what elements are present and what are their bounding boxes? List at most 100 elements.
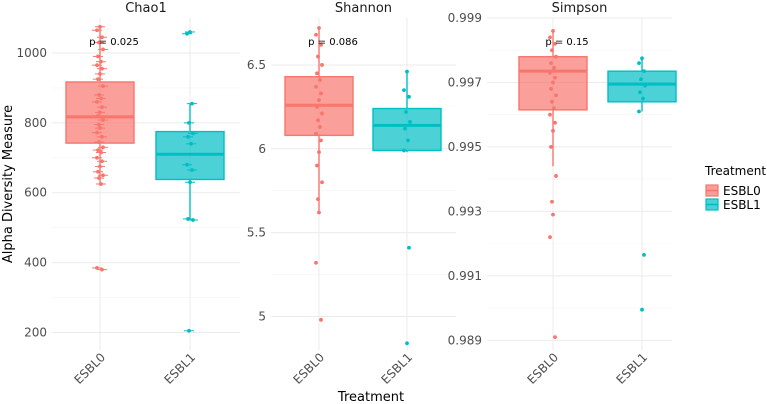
data-point [408,120,412,124]
data-point [550,99,554,104]
panel-title: Shannon [335,1,392,16]
x-axis-title: Treatment [337,390,404,404]
data-point [319,138,323,143]
legend-label: ESBL0 [723,184,761,198]
data-point [402,88,406,93]
data-point [549,61,553,66]
data-point [407,245,411,250]
data-point [640,56,644,61]
x-tick-label: ESBL0 [72,350,109,387]
box-esbl0 [65,24,135,272]
y-axis-title: Alpha Diversity Measure [1,105,16,263]
data-point [406,138,410,143]
data-point [642,69,646,74]
data-point [191,218,195,222]
legend-key-esbl1: ESBL1 [705,198,761,212]
data-point [97,122,101,127]
data-point [98,110,102,115]
y-tick-label: 6 [258,142,266,156]
data-point [403,126,407,131]
data-point [101,84,105,89]
data-point [314,32,318,37]
box-iqr [607,70,677,103]
data-point [101,173,105,178]
y-tick-label: 0.995 [448,140,482,154]
data-point [405,69,409,74]
data-point [641,96,645,101]
data-point [315,71,319,76]
data-point [554,93,558,98]
data-point [639,77,643,82]
data-point [548,112,552,117]
y-tick-label: 600 [24,186,47,200]
panel-title: Simpson [552,1,608,16]
data-point [186,134,190,139]
y-tick-label: 6.5 [247,58,266,72]
data-point [95,99,99,104]
box-esbl1 [607,56,677,312]
data-point [407,94,411,99]
x-tick-label: ESBL1 [162,350,199,387]
data-point [190,101,194,106]
data-point [550,199,554,204]
data-point [549,87,553,91]
box-esbl1 [372,69,442,346]
box-iqr [372,107,442,152]
data-point [316,54,320,59]
data-point [98,126,102,130]
panel-chao1: 200 400 600 800 1000 Chao1 p = 0.025 ESBL0 ESBL1 [16,1,240,387]
legend-key-esbl0: ESBL0 [705,184,761,198]
data-point [188,180,192,185]
data-point [97,92,101,97]
data-point [187,120,191,125]
data-point [315,163,319,168]
data-point [96,113,100,118]
data-point [100,134,104,139]
data-point [553,75,557,80]
data-point [320,180,324,185]
data-point [101,47,105,52]
data-point [99,59,103,64]
data-point [97,176,101,180]
data-point [191,131,195,136]
data-point [319,42,323,47]
data-point [98,72,102,76]
data-point [95,155,99,160]
data-point [96,148,100,153]
data-point [550,48,554,53]
y-tick-label: 0.997 [448,75,482,89]
panel-title: Chao1 [125,1,167,16]
data-point [185,162,189,167]
data-point [99,96,103,101]
data-point [548,70,552,75]
y-tick-label: 0.989 [448,333,482,347]
data-point [99,150,103,155]
p-value-label: p = 0.15 [545,37,588,48]
y-tick-label: 200 [24,326,47,340]
data-point [551,212,555,217]
data-point [314,131,318,136]
data-point [554,54,558,59]
data-point [551,80,555,85]
data-point [553,41,557,46]
data-point [548,35,552,40]
data-point [551,128,555,133]
data-point [320,111,324,116]
x-tick-label: ESBL0 [525,350,562,387]
data-point [100,105,104,110]
data-point [95,63,99,68]
data-point [402,148,406,153]
data-point [99,182,103,186]
x-tick-label: ESBL1 [379,350,416,387]
data-point [316,197,320,201]
data-point [100,159,104,164]
data-point [552,106,556,111]
data-point [319,317,323,322]
data-point [96,54,100,59]
panel-simpson: 0.989 0.991 0.993 0.995 0.997 0.999 Simpson p =… [448,1,677,387]
p-value-label: p = 0.086 [308,37,358,48]
data-point [95,265,99,270]
legend-title: Treatment [704,164,766,178]
